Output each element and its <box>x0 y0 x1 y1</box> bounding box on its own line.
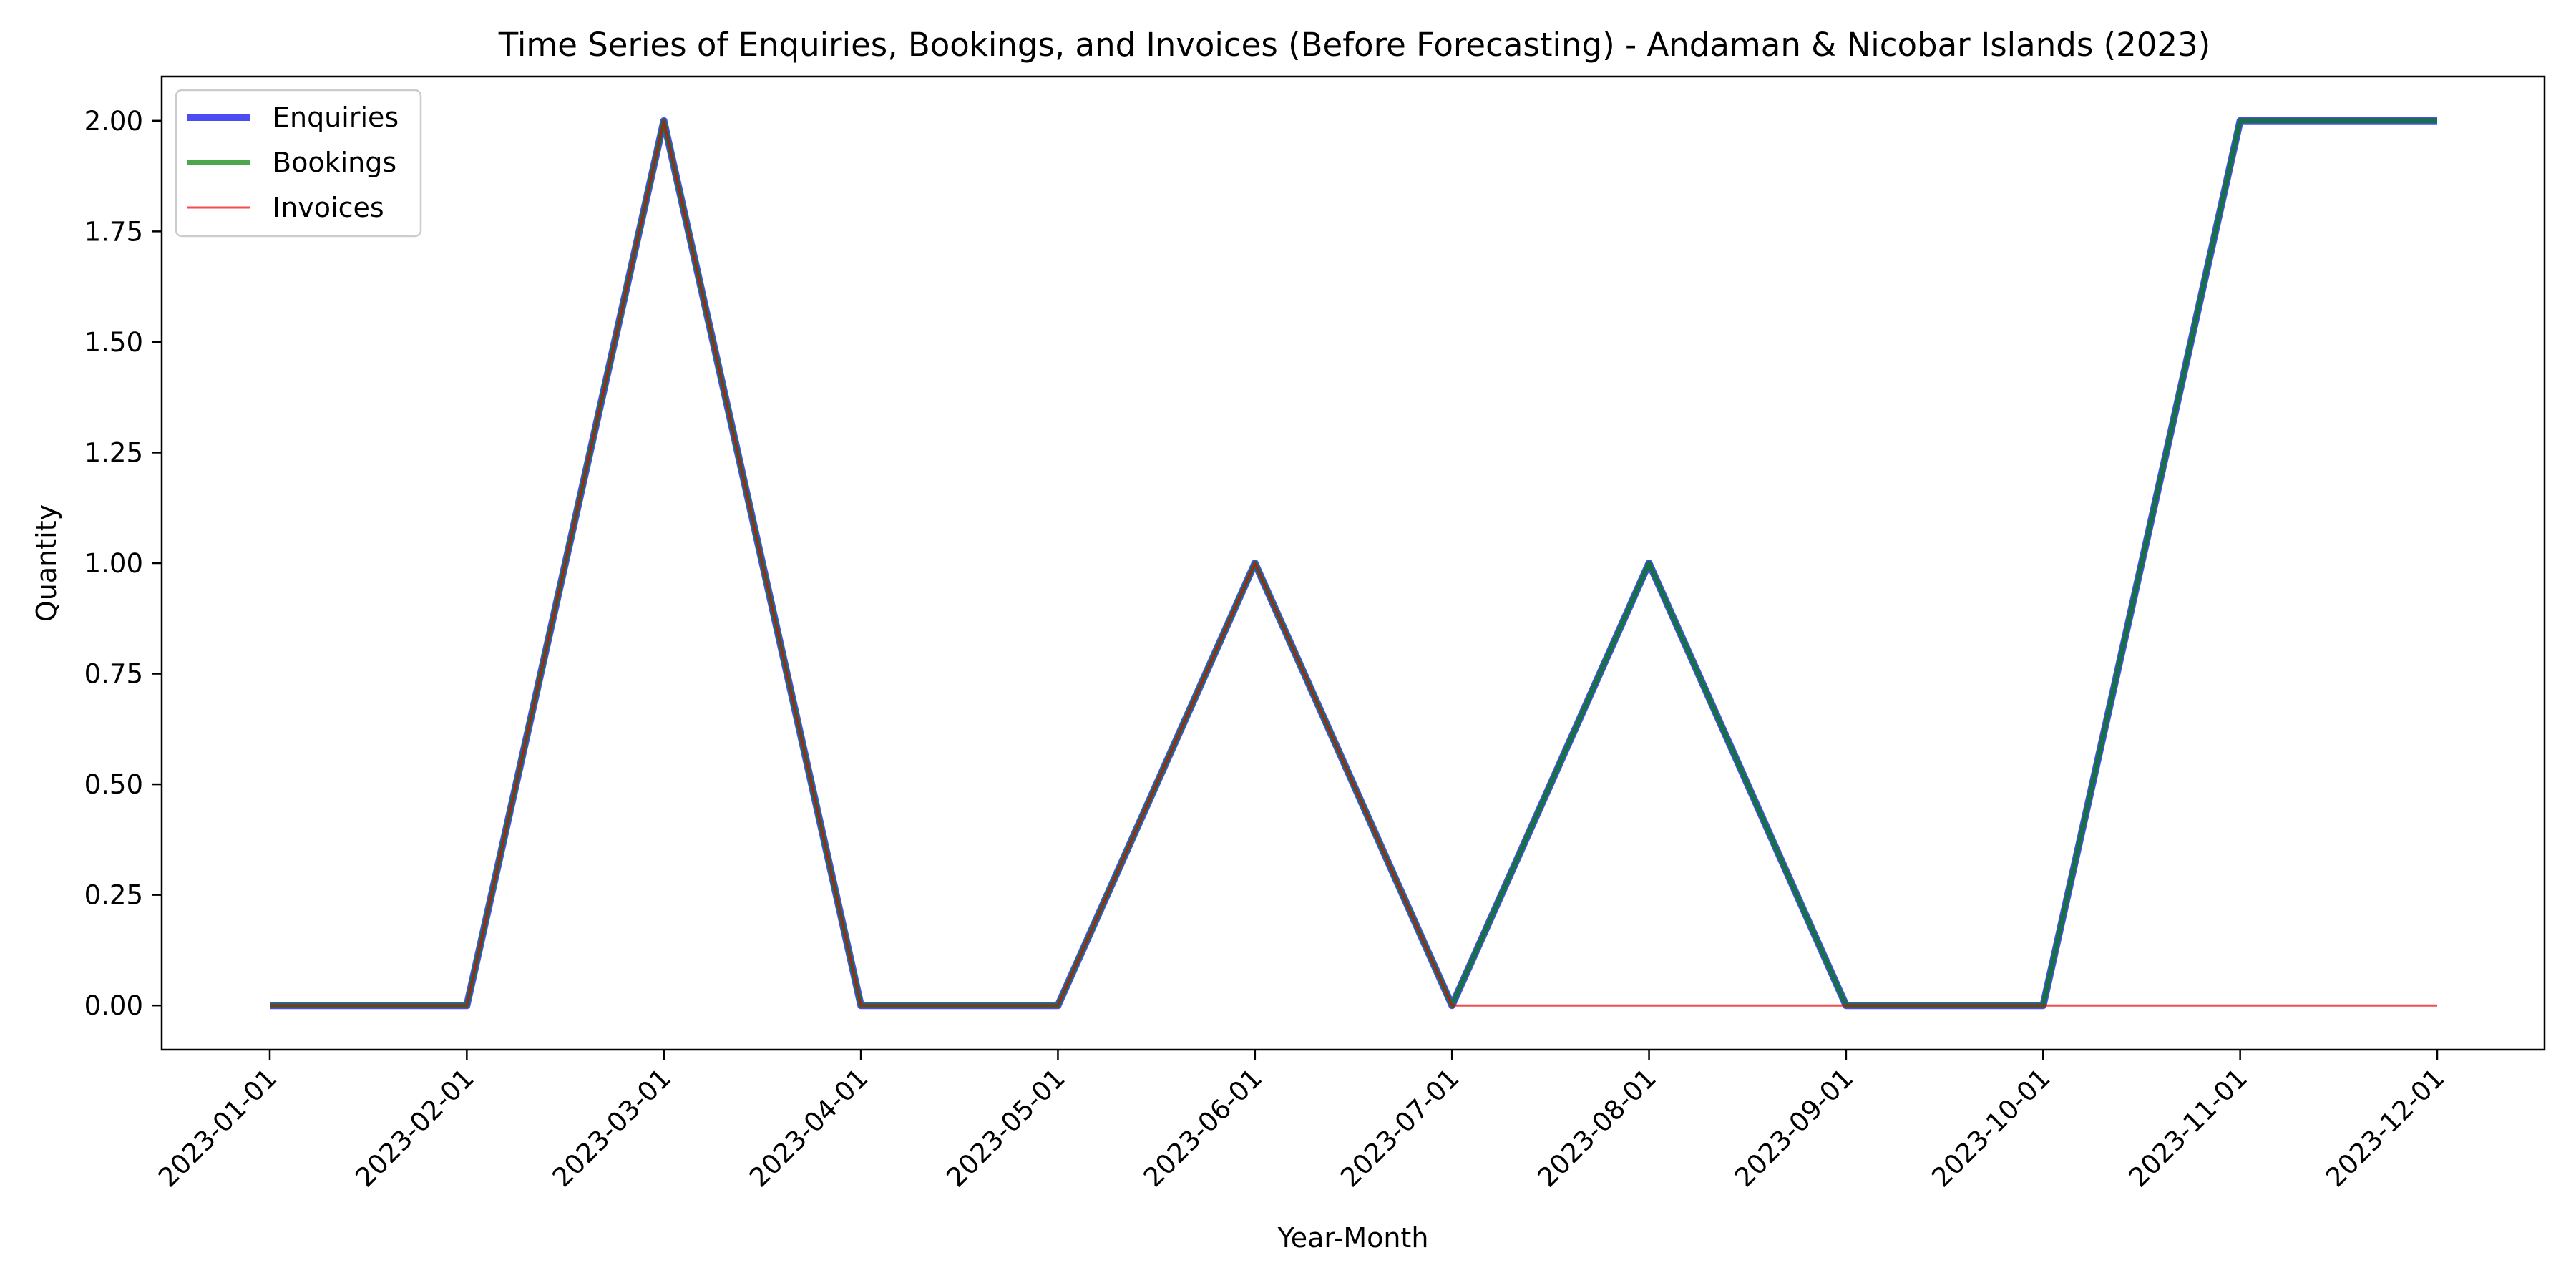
series-line-invoices <box>270 119 2437 1007</box>
y-tick-label: 1.50 <box>84 327 143 358</box>
legend-label-enquiries: Enquiries <box>273 102 399 133</box>
y-tick-label: 0.50 <box>84 769 143 800</box>
legend-label-invoices: Invoices <box>273 192 384 223</box>
legend-label-bookings: Bookings <box>273 147 396 178</box>
y-axis-label: Quantity <box>31 504 62 622</box>
y-tick-label: 1.25 <box>84 437 143 468</box>
y-tick-label: 0.25 <box>84 880 143 911</box>
y-tick-label: 0.00 <box>84 990 143 1021</box>
series-lines <box>270 117 2437 1010</box>
y-tick-label: 1.75 <box>84 216 143 247</box>
legend-box <box>175 89 422 238</box>
chart-title: Time Series of Enquiries, Bookings, and … <box>498 26 2210 64</box>
x-axis-label: Year-Month <box>1277 1222 1429 1254</box>
y-axis: 0.00 0.25 0.50 0.75 1.00 1.25 1.50 1.75 2.00 <box>84 106 162 1021</box>
y-tick-label: 0.75 <box>84 659 143 690</box>
y-tick-label: 1.00 <box>84 548 143 579</box>
legend: Enquiries Bookings Invoices <box>175 89 422 238</box>
y-tick-label: 2.00 <box>84 106 143 137</box>
